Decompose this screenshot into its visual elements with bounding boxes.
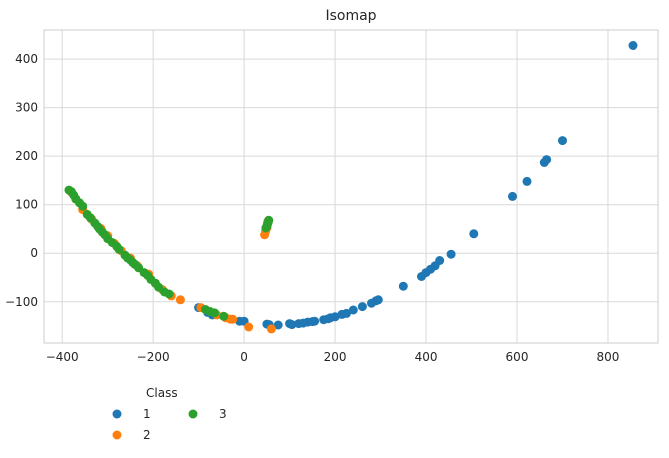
y-tick-label: 300 <box>15 101 38 115</box>
plot-area <box>44 30 658 343</box>
data-point <box>628 41 638 50</box>
x-tick-label: −400 <box>46 350 79 364</box>
data-point <box>310 316 320 326</box>
series-1-points <box>194 41 638 330</box>
data-point <box>558 136 567 146</box>
legend-label-2: 2 <box>143 428 151 442</box>
data-point <box>330 312 340 322</box>
tick-labels: −400 −200 0 200 400 600 800 −100 0 100 200 300 400 <box>5 52 619 364</box>
data-point <box>175 295 185 305</box>
data-point <box>219 311 229 321</box>
series-3-points <box>64 185 274 321</box>
legend-marker-1 <box>112 409 122 419</box>
data-point <box>469 229 479 239</box>
data-point <box>266 324 276 334</box>
data-point <box>244 322 254 332</box>
data-point <box>435 256 445 265</box>
data-point <box>357 302 367 312</box>
data-point <box>210 308 220 318</box>
data-point <box>114 244 124 254</box>
x-tick-label: −200 <box>137 350 170 364</box>
x-tick-label: 600 <box>506 350 529 364</box>
data-point <box>348 305 358 315</box>
legend-title: Class <box>146 386 178 400</box>
y-tick-label: 100 <box>15 198 38 212</box>
data-point <box>373 295 383 305</box>
grid-lines <box>44 30 658 343</box>
legend-marker-2 <box>112 430 122 440</box>
data-point <box>273 320 283 330</box>
y-tick-label: −100 <box>5 295 38 309</box>
y-tick-label: 400 <box>15 52 38 66</box>
data-point <box>287 320 297 330</box>
data-point <box>508 191 517 201</box>
data-point <box>342 308 351 318</box>
data-point <box>164 289 174 299</box>
data-point <box>78 201 88 211</box>
x-tick-label: 400 <box>415 350 438 364</box>
plot-frame <box>43 29 659 344</box>
legend-label-1: 1 <box>143 407 151 421</box>
data-point <box>264 215 274 225</box>
chart-title: Isomap <box>325 8 376 24</box>
data-point <box>228 314 238 324</box>
x-tick-label: 800 <box>597 350 620 364</box>
legend-label-3: 3 <box>219 407 227 421</box>
x-tick-label: 200 <box>324 350 347 364</box>
data-point <box>446 249 456 259</box>
x-tick-label: 0 <box>240 350 248 364</box>
legend-marker-3 <box>188 409 198 419</box>
data-points <box>64 41 638 334</box>
data-point <box>398 281 408 291</box>
y-tick-label: 0 <box>30 246 38 260</box>
y-tick-label: 200 <box>15 149 38 163</box>
data-point <box>542 155 552 165</box>
legend: Class 1 2 3 <box>112 386 227 442</box>
data-point <box>522 176 532 186</box>
